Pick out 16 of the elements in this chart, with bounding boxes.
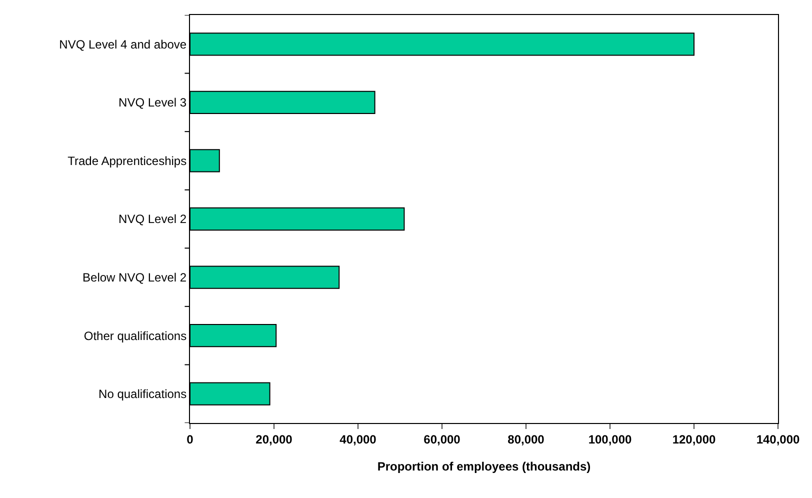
x-tick-label: 60,000 [424,432,461,446]
x-tick-label: 40,000 [340,432,377,446]
y-tick-label: Below NVQ Level 2 [82,270,187,284]
x-tick-label: 0 [186,432,194,446]
y-tick-label: NVQ Level 4 and above [59,37,187,52]
y-tick-label: No qualifications [98,387,187,402]
x-tick-label: 20,000 [256,432,293,446]
x-tick-label: 140,000 [756,432,800,446]
y-tick-label: Trade Apprenticeships [68,154,187,168]
y-tick-label: NVQ Level 3 [118,96,187,110]
x-axis-title: Proportion of employees (thousands) [377,459,591,474]
x-tick-label: 80,000 [508,432,545,446]
y-tick-label: Other qualifications [84,328,187,343]
x-tick-label: 120,000 [672,432,716,446]
x-tick-label: 100,000 [588,432,632,446]
y-tick-label: NVQ Level 2 [118,212,187,226]
